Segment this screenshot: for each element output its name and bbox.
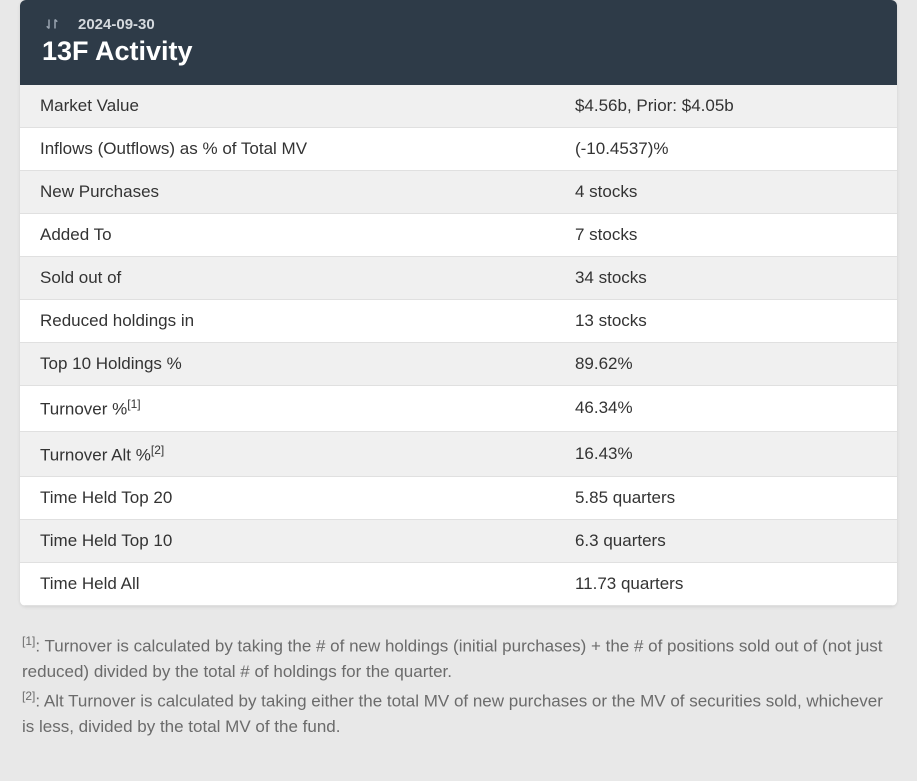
metric-label: Inflows (Outflows) as % of Total MV [20,128,555,171]
sort-icon[interactable] [42,14,62,34]
footnote: [1]: Turnover is calculated by taking th… [22,632,895,685]
activity-table: Market Value$4.56b, Prior: $4.05bInflows… [20,85,897,606]
metric-label: Added To [20,214,555,257]
footnotes: [1]: Turnover is calculated by taking th… [20,626,897,761]
table-row: Added To7 stocks [20,214,897,257]
metric-value: 6.3 quarters [555,520,897,563]
footnote-num: [1] [22,634,35,648]
metric-value: 46.34% [555,386,897,432]
filing-date: 2024-09-30 [78,16,155,33]
metric-label: Market Value [20,85,555,128]
header-top-row: 2024-09-30 [42,14,875,34]
table-row: Sold out of34 stocks [20,257,897,300]
metric-value: 16.43% [555,431,897,477]
table-row: Inflows (Outflows) as % of Total MV(-10.… [20,128,897,171]
metric-label: Time Held All [20,563,555,606]
footnote-ref: [1] [127,397,140,411]
footnote: [2]: Alt Turnover is calculated by takin… [22,687,895,740]
table-row: Reduced holdings in13 stocks [20,300,897,343]
table-row: Top 10 Holdings %89.62% [20,343,897,386]
table-row: Turnover Alt %[2]16.43% [20,431,897,477]
footnote-ref: [2] [151,443,164,457]
footnote-text: : Alt Turnover is calculated by taking e… [22,692,883,737]
table-row: Market Value$4.56b, Prior: $4.05b [20,85,897,128]
metric-value: 5.85 quarters [555,477,897,520]
footnote-text: : Turnover is calculated by taking the #… [22,637,883,682]
metric-label: Top 10 Holdings % [20,343,555,386]
metric-value: 7 stocks [555,214,897,257]
metric-label: Turnover Alt %[2] [20,431,555,477]
metric-label: Time Held Top 20 [20,477,555,520]
table-row: Time Held Top 106.3 quarters [20,520,897,563]
table-row: New Purchases4 stocks [20,171,897,214]
metric-label: Time Held Top 10 [20,520,555,563]
metric-label: Reduced holdings in [20,300,555,343]
card-header: 2024-09-30 13F Activity [20,0,897,85]
metric-value: $4.56b, Prior: $4.05b [555,85,897,128]
table-row: Time Held All11.73 quarters [20,563,897,606]
metric-value: 4 stocks [555,171,897,214]
metric-value: 13 stocks [555,300,897,343]
metric-value: (-10.4537)% [555,128,897,171]
metric-value: 11.73 quarters [555,563,897,606]
card-title: 13F Activity [42,36,875,67]
metric-label: New Purchases [20,171,555,214]
activity-card: 2024-09-30 13F Activity Market Value$4.5… [20,0,897,606]
metric-value: 34 stocks [555,257,897,300]
footnote-num: [2] [22,689,35,703]
metric-value: 89.62% [555,343,897,386]
table-row: Time Held Top 205.85 quarters [20,477,897,520]
metric-label: Turnover %[1] [20,386,555,432]
metric-label: Sold out of [20,257,555,300]
table-row: Turnover %[1]46.34% [20,386,897,432]
